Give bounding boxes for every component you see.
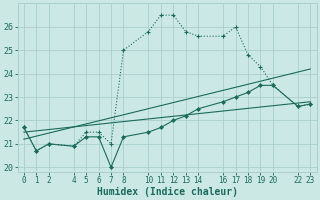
X-axis label: Humidex (Indice chaleur): Humidex (Indice chaleur): [97, 186, 237, 197]
